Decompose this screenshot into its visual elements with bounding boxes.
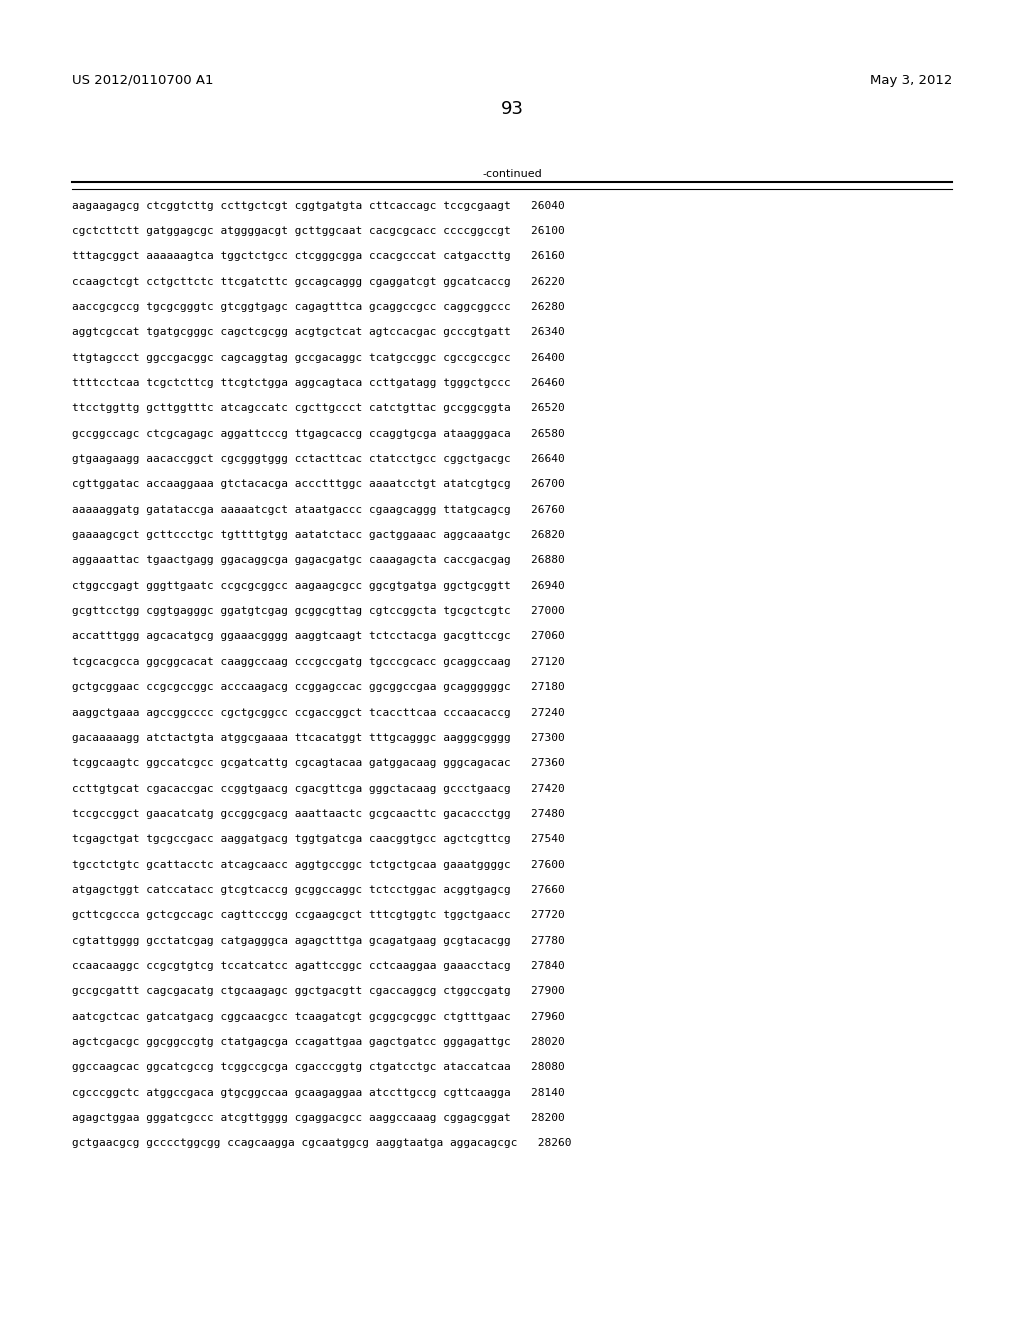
Text: ccaacaaggc ccgcgtgtcg tccatcatcc agattccggc cctcaaggaa gaaacctacg   27840: ccaacaaggc ccgcgtgtcg tccatcatcc agattcc… (72, 961, 564, 972)
Text: ccaagctcgt cctgcttctc ttcgatcttc gccagcaggg cgaggatcgt ggcatcaccg   26220: ccaagctcgt cctgcttctc ttcgatcttc gccagca… (72, 277, 564, 286)
Text: aatcgctcac gatcatgacg cggcaacgcc tcaagatcgt gcggcgcggc ctgtttgaac   27960: aatcgctcac gatcatgacg cggcaacgcc tcaagat… (72, 1011, 564, 1022)
Text: gacaaaaagg atctactgta atggcgaaaa ttcacatggt tttgcagggc aagggcgggg   27300: gacaaaaagg atctactgta atggcgaaaa ttcacat… (72, 733, 564, 743)
Text: gcttcgccca gctcgccagc cagttcccgg ccgaagcgct tttcgtggtc tggctgaacc   27720: gcttcgccca gctcgccagc cagttcccgg ccgaagc… (72, 911, 564, 920)
Text: May 3, 2012: May 3, 2012 (870, 74, 952, 87)
Text: gccggccagc ctcgcagagc aggattcccg ttgagcaccg ccaggtgcga ataagggaca   26580: gccggccagc ctcgcagagc aggattcccg ttgagca… (72, 429, 564, 438)
Text: gcgttcctgg cggtgagggc ggatgtcgag gcggcgttag cgtccggcta tgcgctcgtc   27000: gcgttcctgg cggtgagggc ggatgtcgag gcggcgt… (72, 606, 564, 616)
Text: gctgcggaac ccgcgccggc acccaagacg ccggagccac ggcggccgaa gcaggggggc   27180: gctgcggaac ccgcgccggc acccaagacg ccggagc… (72, 682, 564, 692)
Text: tcgcacgcca ggcggcacat caaggccaag cccgccgatg tgcccgcacc gcaggccaag   27120: tcgcacgcca ggcggcacat caaggccaag cccgccg… (72, 657, 564, 667)
Text: cgtattgggg gcctatcgag catgagggca agagctttga gcagatgaag gcgtacacgg   27780: cgtattgggg gcctatcgag catgagggca agagctt… (72, 936, 564, 945)
Text: gctgaacgcg gcccctggcgg ccagcaagga cgcaatggcg aaggtaatga aggacagcgc   28260: gctgaacgcg gcccctggcgg ccagcaagga cgcaat… (72, 1138, 571, 1148)
Text: aggaaattac tgaactgagg ggacaggcga gagacgatgc caaagagcta caccgacgag   26880: aggaaattac tgaactgagg ggacaggcga gagacga… (72, 556, 564, 565)
Text: aaaaaggatg gatataccga aaaaatcgct ataatgaccc cgaagcaggg ttatgcagcg   26760: aaaaaggatg gatataccga aaaaatcgct ataatga… (72, 504, 564, 515)
Text: tgcctctgtc gcattacctc atcagcaacc aggtgccggc tctgctgcaa gaaatggggc   27600: tgcctctgtc gcattacctc atcagcaacc aggtgcc… (72, 859, 564, 870)
Text: ttcctggttg gcttggtttc atcagccatc cgcttgccct catctgttac gccggcggta   26520: ttcctggttg gcttggtttc atcagccatc cgcttgc… (72, 404, 564, 413)
Text: US 2012/0110700 A1: US 2012/0110700 A1 (72, 74, 213, 87)
Text: cgttggatac accaaggaaa gtctacacga accctttggc aaaatcctgt atatcgtgcg   26700: cgttggatac accaaggaaa gtctacacga acccttt… (72, 479, 564, 490)
Text: ctggccgagt gggttgaatc ccgcgcggcc aagaagcgcc ggcgtgatga ggctgcggtt   26940: ctggccgagt gggttgaatc ccgcgcggcc aagaagc… (72, 581, 564, 591)
Text: tcggcaagtc ggccatcgcc gcgatcattg cgcagtacaa gatggacaag gggcagacac   27360: tcggcaagtc ggccatcgcc gcgatcattg cgcagta… (72, 758, 564, 768)
Text: aagaagagcg ctcggtcttg ccttgctcgt cggtgatgta cttcaccagc tccgcgaagt   26040: aagaagagcg ctcggtcttg ccttgctcgt cggtgat… (72, 201, 564, 211)
Text: 93: 93 (501, 100, 523, 119)
Text: cgctcttctt gatggagcgc atggggacgt gcttggcaat cacgcgcacc ccccggccgt   26100: cgctcttctt gatggagcgc atggggacgt gcttggc… (72, 226, 564, 236)
Text: gtgaagaagg aacaccggct cgcgggtggg cctacttcac ctatcctgcc cggctgacgc   26640: gtgaagaagg aacaccggct cgcgggtggg cctactt… (72, 454, 564, 465)
Text: aaccgcgccg tgcgcgggtc gtcggtgagc cagagtttca gcaggccgcc caggcggccc   26280: aaccgcgccg tgcgcgggtc gtcggtgagc cagagtt… (72, 302, 564, 312)
Text: aggtcgccat tgatgcgggc cagctcgcgg acgtgctcat agtccacgac gcccgtgatt   26340: aggtcgccat tgatgcgggc cagctcgcgg acgtgct… (72, 327, 564, 338)
Text: tcgagctgat tgcgccgacc aaggatgacg tggtgatcga caacggtgcc agctcgttcg   27540: tcgagctgat tgcgccgacc aaggatgacg tggtgat… (72, 834, 564, 845)
Text: tttagcggct aaaaaagtca tggctctgcc ctcgggcgga ccacgcccat catgaccttg   26160: tttagcggct aaaaaagtca tggctctgcc ctcgggc… (72, 251, 564, 261)
Text: gccgcgattt cagcgacatg ctgcaagagc ggctgacgtt cgaccaggcg ctggccgatg   27900: gccgcgattt cagcgacatg ctgcaagagc ggctgac… (72, 986, 564, 997)
Text: aaggctgaaa agccggcccc cgctgcggcc ccgaccggct tcaccttcaa cccaacaccg   27240: aaggctgaaa agccggcccc cgctgcggcc ccgaccg… (72, 708, 564, 718)
Text: ccttgtgcat cgacaccgac ccggtgaacg cgacgttcga gggctacaag gccctgaacg   27420: ccttgtgcat cgacaccgac ccggtgaacg cgacgtt… (72, 784, 564, 793)
Text: gaaaagcgct gcttccctgc tgttttgtgg aatatctacc gactggaaac aggcaaatgc   26820: gaaaagcgct gcttccctgc tgttttgtgg aatatct… (72, 531, 564, 540)
Text: -continued: -continued (482, 169, 542, 180)
Text: ttgtagccct ggccgacggc cagcaggtag gccgacaggc tcatgccggc cgccgccgcc   26400: ttgtagccct ggccgacggc cagcaggtag gccgaca… (72, 352, 564, 363)
Text: atgagctggt catccatacc gtcgtcaccg gcggccaggc tctcctggac acggtgagcg   27660: atgagctggt catccatacc gtcgtcaccg gcggcca… (72, 884, 564, 895)
Text: accatttggg agcacatgcg ggaaacgggg aaggtcaagt tctcctacga gacgttccgc   27060: accatttggg agcacatgcg ggaaacgggg aaggtca… (72, 631, 564, 642)
Text: ggccaagcac ggcatcgccg tcggccgcga cgacccggtg ctgatcctgc ataccatcaa   28080: ggccaagcac ggcatcgccg tcggccgcga cgacccg… (72, 1063, 564, 1072)
Text: cgcccggctc atggccgaca gtgcggccaa gcaagaggaa atccttgccg cgttcaagga   28140: cgcccggctc atggccgaca gtgcggccaa gcaagag… (72, 1088, 564, 1098)
Text: ttttcctcaa tcgctcttcg ttcgtctgga aggcagtaca ccttgatagg tgggctgccc   26460: ttttcctcaa tcgctcttcg ttcgtctgga aggcagt… (72, 378, 564, 388)
Text: agctcgacgc ggcggccgtg ctatgagcga ccagattgaa gagctgatcc gggagattgc   28020: agctcgacgc ggcggccgtg ctatgagcga ccagatt… (72, 1038, 564, 1047)
Text: tccgccggct gaacatcatg gccggcgacg aaattaactc gcgcaacttc gacaccctgg   27480: tccgccggct gaacatcatg gccggcgacg aaattaa… (72, 809, 564, 818)
Text: agagctggaa gggatcgccc atcgttgggg cgaggacgcc aaggccaaag cggagcggat   28200: agagctggaa gggatcgccc atcgttgggg cgaggac… (72, 1113, 564, 1123)
